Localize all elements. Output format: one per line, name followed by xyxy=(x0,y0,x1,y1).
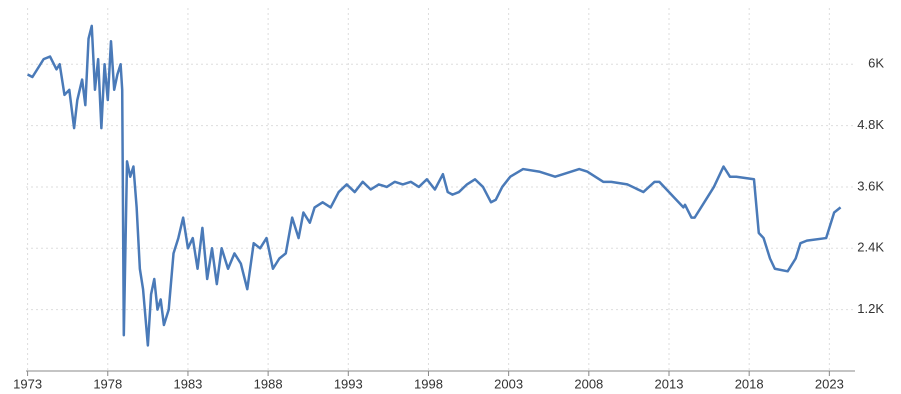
y-tick-label: 2.4K xyxy=(857,240,884,255)
x-tick-label: 2013 xyxy=(655,376,684,391)
x-tick-label: 1978 xyxy=(93,376,122,391)
x-tick-label: 1983 xyxy=(173,376,202,391)
x-tick-label: 1993 xyxy=(334,376,363,391)
x-tick-label: 1973 xyxy=(13,376,42,391)
x-tick-label: 2008 xyxy=(574,376,603,391)
y-tick-label: 3.6K xyxy=(857,178,884,193)
x-tick-label: 1988 xyxy=(254,376,283,391)
line-series xyxy=(27,24,842,347)
x-tick-label: 2023 xyxy=(815,376,844,391)
x-tick-label: 1998 xyxy=(414,376,443,391)
y-tick-label: 4.8K xyxy=(857,117,884,132)
x-tick-label: 2018 xyxy=(735,376,764,391)
y-tick-label: 6K xyxy=(868,56,884,71)
y-tick-label: 1.2K xyxy=(857,301,884,316)
x-tick-label: 2003 xyxy=(494,376,523,391)
